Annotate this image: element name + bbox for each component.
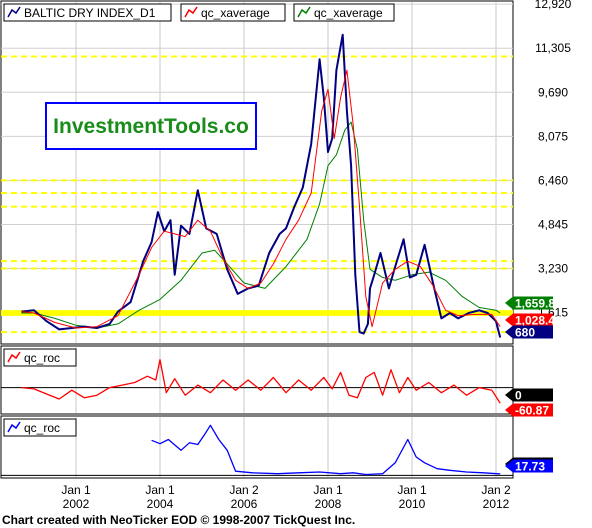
watermark: InvestmentTools.co	[45, 102, 257, 150]
legend-line-icon	[7, 351, 21, 363]
value-tag-label: 17.73	[515, 460, 545, 474]
y-tick-label: 9,690	[538, 85, 568, 99]
value-tag	[505, 313, 553, 327]
series-line-avg-slow	[21, 121, 501, 329]
x-tick-label: 2002	[63, 497, 90, 511]
roc-red-panel	[0, 345, 514, 415]
x-tick-label: 2012	[483, 497, 510, 511]
x-tick-label: Jan 1	[397, 483, 427, 497]
x-tick-label: Jan 2	[481, 483, 511, 497]
series-line-avg-fast	[21, 69, 501, 329]
x-tick-label: Jan 1	[313, 483, 343, 497]
series-line-roc-red	[21, 359, 501, 404]
value-tag-label: 1,659.89	[515, 297, 562, 311]
legend-main: BALTIC DRY INDEX_D1	[3, 3, 172, 22]
legend-line-icon	[297, 6, 311, 18]
legend-roc-blue: qc_roc	[3, 418, 77, 437]
legend-line-icon	[7, 6, 21, 18]
legend-avg-slow-label: qc_xaverage	[314, 6, 383, 20]
legend-avg-fast: qc_xaverage	[180, 3, 286, 22]
x-tick-label: 2004	[147, 497, 174, 511]
value-tag-label: 1,028.43	[515, 314, 562, 328]
y-tick-label: 11,305	[535, 41, 571, 55]
roc-blue-panel	[0, 415, 514, 479]
series-layer	[21, 33, 502, 476]
x-tick-label: Jan 2	[229, 483, 259, 497]
legend-roc-red: qc_roc	[3, 348, 77, 367]
x-tick-label: Jan 1	[145, 483, 175, 497]
legend-line-icon	[184, 6, 198, 18]
x-tick-label: 2006	[231, 497, 258, 511]
value-tag	[505, 296, 553, 310]
legend-roc-blue-label: qc_roc	[24, 421, 60, 435]
y-tick-label: 6,460	[538, 173, 568, 187]
footer-credit: Chart created with NeoTicker EOD © 1998-…	[2, 513, 355, 527]
value-tag-label: -60.87	[515, 404, 549, 418]
y-tick-label: 8,075	[538, 129, 568, 143]
series-line-roc-blue	[151, 424, 501, 476]
legend-roc-red-label: qc_roc	[24, 351, 60, 365]
y-axis-ticks: 12,92011,3059,6908,0756,4604,8453,2301,6…	[535, 0, 572, 320]
watermark-text: InvestmentTools.co	[53, 115, 249, 138]
legend-avg-slow: qc_xaverage	[293, 3, 395, 22]
y-tick-label: 4,845	[538, 217, 568, 231]
value-tag-label: 680	[515, 326, 535, 340]
value-tag-label: 0	[515, 389, 522, 403]
value-tag	[505, 403, 553, 417]
vertical-gridlines	[75, 2, 497, 477]
value-tag	[505, 459, 553, 473]
yellow-guide-lines	[1, 55, 513, 334]
x-tick-label: Jan 1	[61, 483, 91, 497]
x-tick-label: 2008	[315, 497, 342, 511]
y-tick-label: 12,920	[535, 0, 572, 11]
y-tick-label: 3,230	[538, 262, 568, 276]
series-line-bdi	[21, 33, 502, 338]
legend-avg-fast-label: qc_xaverage	[201, 6, 270, 20]
legend-main-label: BALTIC DRY INDEX_D1	[24, 6, 156, 20]
value-tag	[505, 325, 553, 339]
value-tag	[505, 388, 553, 402]
legend-line-icon	[7, 421, 21, 433]
x-tick-label: 2010	[399, 497, 426, 511]
